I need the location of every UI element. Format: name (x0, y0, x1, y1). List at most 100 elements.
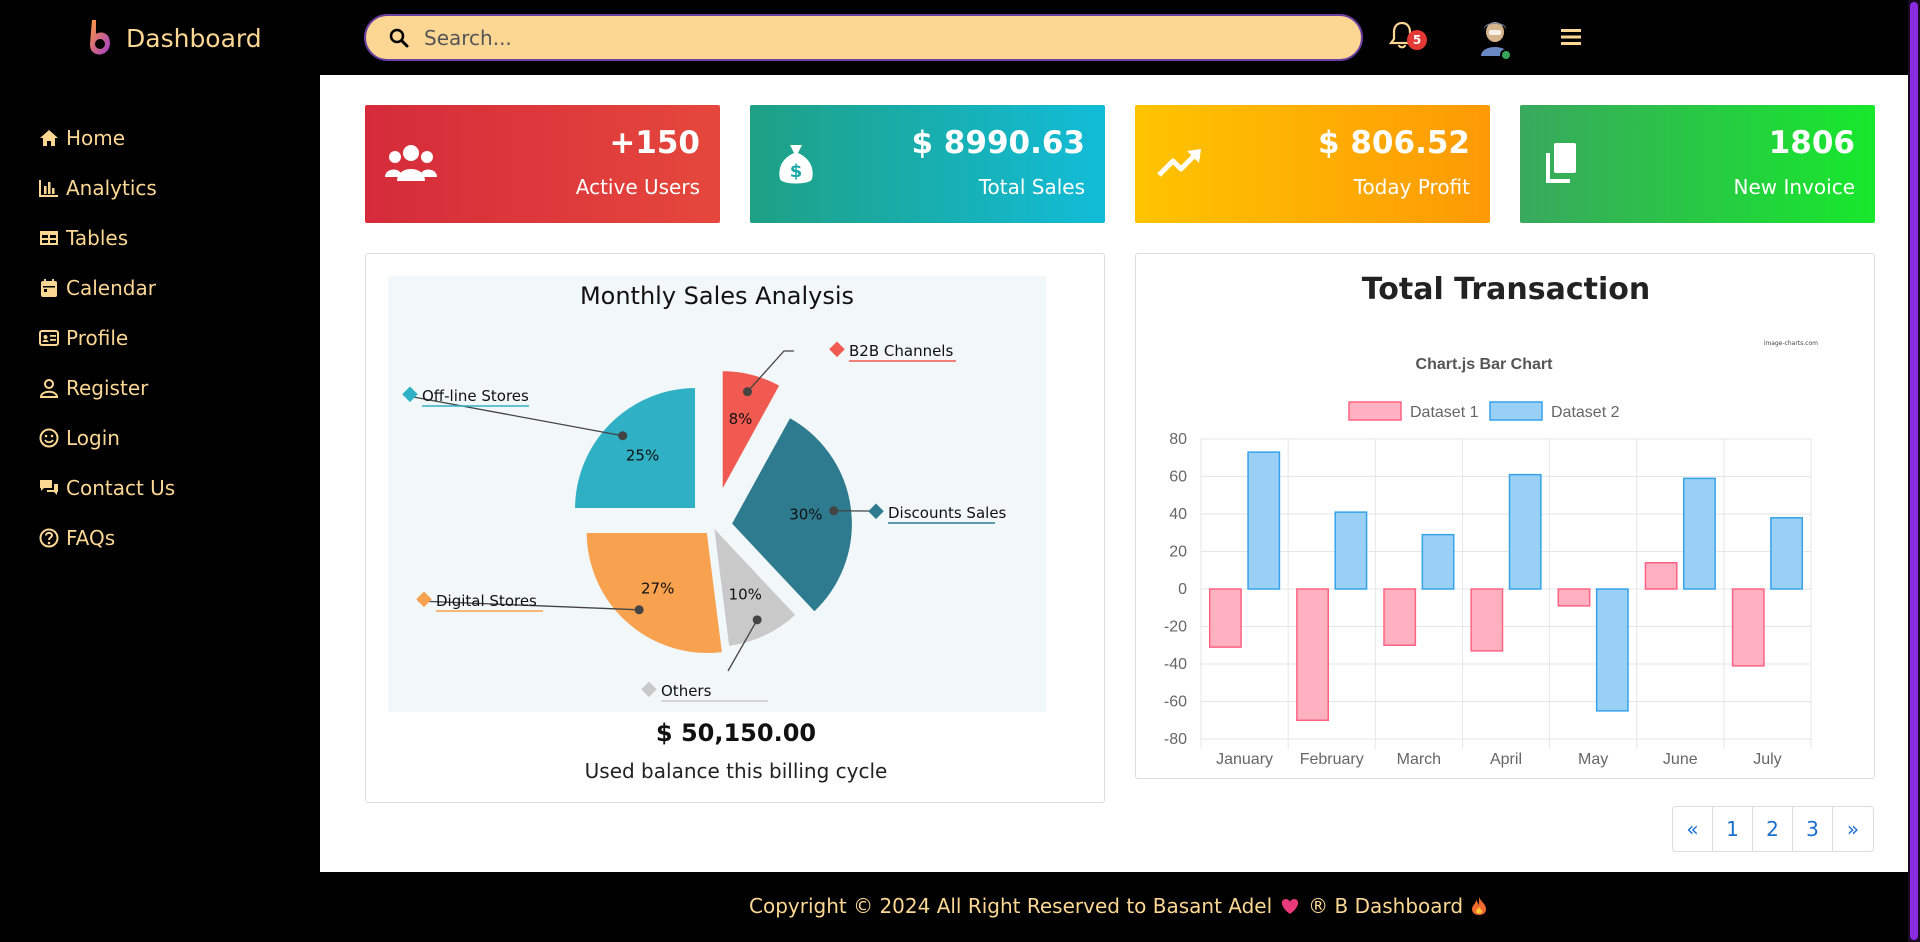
transaction-title: Total Transaction (1361, 272, 1651, 307)
brand-logo-icon (90, 20, 110, 55)
pie-category-label: Others (661, 682, 712, 700)
stat-card-active-users[interactable]: +150 Active Users (365, 105, 720, 223)
pie-legend-marker (868, 503, 884, 520)
table-icon (40, 231, 58, 245)
y-tick-label: 40 (1169, 506, 1187, 523)
calendar-icon (41, 279, 57, 297)
sidebar-item-faqs[interactable]: FAQs (38, 526, 115, 550)
sidebar-item-login[interactable]: Login (38, 426, 120, 450)
pie-category-label: Digital Stores (436, 592, 537, 610)
copy-icon (1546, 143, 1576, 183)
smile-icon (39, 428, 59, 448)
sidebar-item-label: Contact Us (66, 476, 176, 500)
footer-text-row: Copyright © 2024 All Right Reserved to B… (749, 894, 1487, 918)
pie-title: Monthly Sales Analysis (580, 282, 854, 310)
stat-label: Today Profit (1353, 175, 1470, 199)
pie-slice-0 (720, 369, 782, 493)
user-icon (39, 379, 59, 398)
bar-dataset-1-may (1557, 588, 1591, 607)
sidebar-item-label: FAQs (66, 526, 116, 550)
sales-analysis-panel: Monthly Sales Analysis 8% B2B Channels 30% D… (365, 253, 1105, 803)
legend-label: Dataset 2 (1551, 404, 1620, 421)
y-tick-label: -20 (1164, 619, 1187, 636)
sidebar-item-label: Calendar (66, 276, 156, 300)
bar-chart: Chart.js Bar Chart image-charts.com Datase… (1164, 340, 1818, 768)
x-tick-label: May (1578, 751, 1608, 768)
sidebar-item-label: Profile (66, 326, 129, 350)
pie-legend-marker (829, 341, 845, 358)
sidebar-item-register[interactable]: Register (38, 376, 148, 400)
bar-dataset-1-june (1644, 562, 1678, 590)
sidebar-item-home[interactable]: Home (38, 126, 125, 150)
bar-dataset-1-february (1296, 588, 1329, 721)
menu-icon[interactable] (1560, 28, 1582, 46)
legend-label: Dataset 1 (1410, 404, 1479, 421)
svg-text:$: $ (790, 161, 803, 182)
bar-dataset-2-july (1770, 517, 1804, 590)
transaction-panel: Total Transaction Chart.js Bar Chart imag… (1135, 253, 1875, 779)
sidebar-item-analytics[interactable]: Analytics (38, 176, 157, 200)
scrollbar-thumb[interactable] (1910, 2, 1918, 940)
sidebar-item-calendar[interactable]: Calendar (38, 276, 156, 300)
sidebar-item-profile[interactable]: Profile (38, 326, 128, 350)
pie-category-label: B2B Channels (849, 342, 953, 360)
sidebar-item-label: Register (66, 376, 149, 400)
home-icon (40, 130, 58, 146)
stat-card-total-sales[interactable]: $ $ 8990.63 Total Sales (750, 105, 1105, 223)
stat-card-today-profit[interactable]: $ 806.52 Today Profit (1135, 105, 1490, 223)
footer-brand: ® B Dashboard (1308, 894, 1464, 918)
id-card-icon (39, 330, 59, 346)
bar-chart-watermark: image-charts.com (1764, 340, 1818, 347)
pie-leader-line (727, 619, 758, 672)
sidebar-item-tables[interactable]: Tables (38, 226, 128, 250)
bar-dataset-2-february (1334, 511, 1368, 590)
pagination-page-3[interactable]: 3 (1793, 807, 1833, 851)
x-tick-label: July (1753, 751, 1781, 768)
bar-chart-title: Chart.js Bar Chart (1416, 356, 1554, 373)
fire-icon (1472, 897, 1487, 915)
bar-dataset-2-april (1508, 473, 1542, 590)
question-icon (39, 528, 59, 548)
bell-icon[interactable] (1388, 20, 1416, 50)
x-tick-label: January (1216, 751, 1273, 768)
search-input[interactable] (424, 25, 1324, 50)
main-content: +150 Active Users $ $ 8990.63 Total Sale… (320, 75, 1908, 872)
scrollbar[interactable] (1908, 0, 1920, 942)
stat-value: +150 (609, 125, 700, 161)
brand[interactable]: Dashboard (86, 18, 262, 58)
pie-slice-2 (711, 523, 798, 649)
search-icon[interactable] (388, 27, 410, 49)
pie-value-label: 10% (729, 585, 762, 603)
x-tick-label: April (1490, 751, 1522, 768)
pie-value-label: 30% (789, 505, 822, 523)
bar-dataset-2-march (1421, 533, 1455, 590)
pie-leader-line (747, 350, 794, 393)
stat-value: $ 806.52 (1318, 125, 1470, 161)
bar-dataset-1-january (1208, 588, 1242, 648)
stat-label: New Invoice (1733, 175, 1855, 199)
pie-legend-marker (641, 681, 657, 698)
pie-slice-4 (573, 386, 698, 511)
pie-value-label: 27% (641, 580, 674, 598)
heart-icon (1282, 899, 1299, 914)
sidebar-item-label: Tables (66, 226, 129, 250)
pie-category-label: Off-line Stores (422, 387, 529, 405)
pagination-prev[interactable]: « (1673, 807, 1713, 851)
bar-dataset-1-july (1731, 588, 1765, 667)
stat-card-new-invoice[interactable]: 1806 New Invoice (1520, 105, 1875, 223)
x-tick-label: June (1663, 751, 1698, 768)
pagination-page-2[interactable]: 2 (1753, 807, 1793, 851)
sidebar-item-label: Home (66, 126, 126, 150)
pagination-next[interactable]: » (1833, 807, 1873, 851)
y-tick-label: 60 (1169, 469, 1187, 486)
pie-legend-marker (416, 591, 432, 608)
pagination-page-1[interactable]: 1 (1713, 807, 1753, 851)
brand-title: Dashboard (126, 23, 262, 53)
y-tick-label: -60 (1164, 694, 1187, 711)
bar-dataset-1-march (1383, 588, 1417, 646)
bar-dataset-1-april (1470, 588, 1504, 652)
sidebar: Home Analytics Tables Calendar Profile R… (0, 75, 320, 872)
sidebar-item-contact-us[interactable]: Contact Us (38, 476, 175, 500)
trend-up-icon (1157, 149, 1201, 177)
y-tick-label: 0 (1178, 581, 1187, 598)
